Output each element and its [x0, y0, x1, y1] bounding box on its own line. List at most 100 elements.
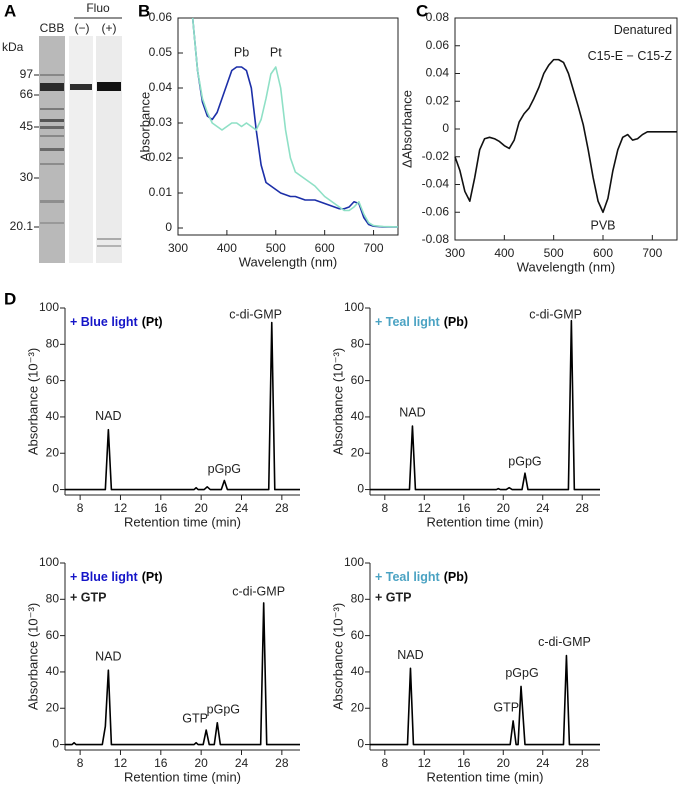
y-tick-label: 0 — [52, 482, 59, 496]
y-axis-label: Absorbance (10⁻³) — [330, 603, 345, 710]
x-tick-label: 20 — [194, 756, 208, 770]
y-tick-label: 60 — [351, 628, 365, 642]
gel-marker-label: 30 — [20, 170, 34, 184]
panel-letter: B — [138, 1, 150, 20]
annotation: NAD — [95, 650, 121, 664]
annotation: pGpG — [505, 666, 538, 680]
y-tick-label: 40 — [351, 664, 365, 678]
y-axis-label: Absorbance (10⁻³) — [330, 348, 345, 455]
y-tick-label: 20 — [351, 445, 365, 459]
annotation: pGpG — [208, 462, 241, 476]
condition-extra: + GTP — [375, 590, 411, 604]
annotation: Pb — [234, 45, 249, 59]
condition-state: (Pt) — [142, 315, 163, 329]
gel-lane: (+) — [102, 21, 117, 35]
x-tick-label: 300 — [168, 241, 188, 255]
condition-state: (Pb) — [444, 570, 468, 584]
y-tick-label: 0.08 — [426, 10, 450, 24]
x-tick-label: 16 — [457, 756, 471, 770]
annotation: GTP — [182, 711, 208, 725]
x-axis-label: Retention time (min) — [124, 514, 241, 529]
x-tick-label: 400 — [217, 241, 237, 255]
x-tick-label: 16 — [457, 501, 471, 515]
y-tick-label: 80 — [351, 591, 365, 605]
y-tick-label: 0.04 — [149, 80, 173, 94]
y-tick-label: 80 — [46, 591, 60, 605]
annotation: Pt — [270, 45, 282, 59]
x-tick-label: 16 — [154, 756, 168, 770]
y-axis-label: Absorbance (10⁻³) — [25, 603, 40, 710]
panel-letter: C — [416, 1, 428, 20]
y-tick-label: 0.03 — [149, 115, 173, 129]
y-tick-label: 0.05 — [149, 45, 173, 59]
y-tick-label: 0.01 — [149, 185, 173, 199]
y-axis-label: Absorbance — [137, 92, 152, 161]
gel-marker-label: 20.1 — [10, 219, 34, 233]
y-tick-label: 0.06 — [426, 38, 450, 52]
x-tick-label: 12 — [114, 756, 128, 770]
annotation: NAD — [399, 406, 425, 420]
y-tick-label: 20 — [46, 700, 60, 714]
annotation: c-di-GMP — [538, 635, 591, 649]
x-tick-label: 600 — [593, 246, 613, 260]
annotation: pGpG — [508, 455, 541, 469]
x-tick-label: 500 — [266, 241, 286, 255]
y-tick-label: 0.02 — [426, 93, 450, 107]
y-tick-label: 0 — [52, 737, 59, 751]
y-tick-label: 40 — [46, 409, 60, 423]
gel-marker-label: 66 — [20, 87, 34, 101]
gel-marker-label: 45 — [20, 119, 34, 133]
plot-frame — [177, 17, 399, 236]
condition-label: + Blue light (Pt) — [70, 570, 163, 584]
y-tick-label: 20 — [46, 445, 60, 459]
x-tick-label: 28 — [576, 501, 590, 515]
y-tick-label: 0 — [165, 220, 172, 234]
series-line — [65, 321, 300, 491]
x-tick-label: 12 — [418, 756, 432, 770]
condition-light: + Teal light — [375, 315, 441, 329]
y-tick-label: 60 — [46, 373, 60, 387]
x-tick-label: 8 — [77, 501, 84, 515]
condition-label: + Blue light (Pt) — [70, 315, 163, 329]
gel-image — [39, 17, 122, 263]
x-tick-label: 28 — [275, 756, 289, 770]
y-tick-label: -0.02 — [422, 149, 450, 163]
y-tick-label: 60 — [46, 628, 60, 642]
y-axis-label: Absorbance (10⁻³) — [25, 348, 40, 455]
x-tick-label: 8 — [381, 756, 388, 770]
x-tick-label: 16 — [154, 501, 168, 515]
y-tick-label: 0 — [442, 121, 449, 135]
x-tick-label: 20 — [497, 501, 511, 515]
x-tick-label: 24 — [536, 501, 550, 515]
x-tick-label: 8 — [381, 501, 388, 515]
y-tick-label: 100 — [39, 300, 59, 314]
x-tick-label: 700 — [364, 241, 384, 255]
x-tick-label: 24 — [536, 756, 550, 770]
series-line — [191, 17, 399, 228]
annotation: c-di-GMP — [529, 308, 582, 322]
condition-label: + Teal light (Pb) — [375, 570, 468, 584]
panel-letter: D — [4, 289, 16, 308]
x-tick-label: 400 — [494, 246, 514, 260]
y-tick-label: -0.08 — [422, 232, 450, 246]
y-tick-label: 80 — [46, 336, 60, 350]
series-line — [370, 319, 600, 491]
y-tick-label: 100 — [344, 555, 364, 569]
x-axis-label: Retention time (min) — [426, 514, 543, 529]
x-tick-label: 24 — [235, 501, 249, 515]
annotation: Denatured — [614, 23, 672, 37]
series-line — [191, 17, 398, 228]
x-tick-label: 20 — [194, 501, 208, 515]
y-tick-label: 0.04 — [426, 66, 450, 80]
condition-light: + Blue light — [70, 315, 139, 329]
x-axis-label: Retention time (min) — [426, 769, 543, 784]
gel-marker-label: 97 — [20, 67, 34, 81]
gel-unit: kDa — [2, 40, 24, 54]
annotation: GTP — [493, 701, 519, 715]
gel-lane: (−) — [75, 21, 90, 35]
condition-state: (Pb) — [444, 315, 468, 329]
y-tick-label: 0.06 — [149, 10, 173, 24]
x-axis-label: Retention time (min) — [124, 769, 241, 784]
gel-group: Fluo — [86, 1, 110, 15]
